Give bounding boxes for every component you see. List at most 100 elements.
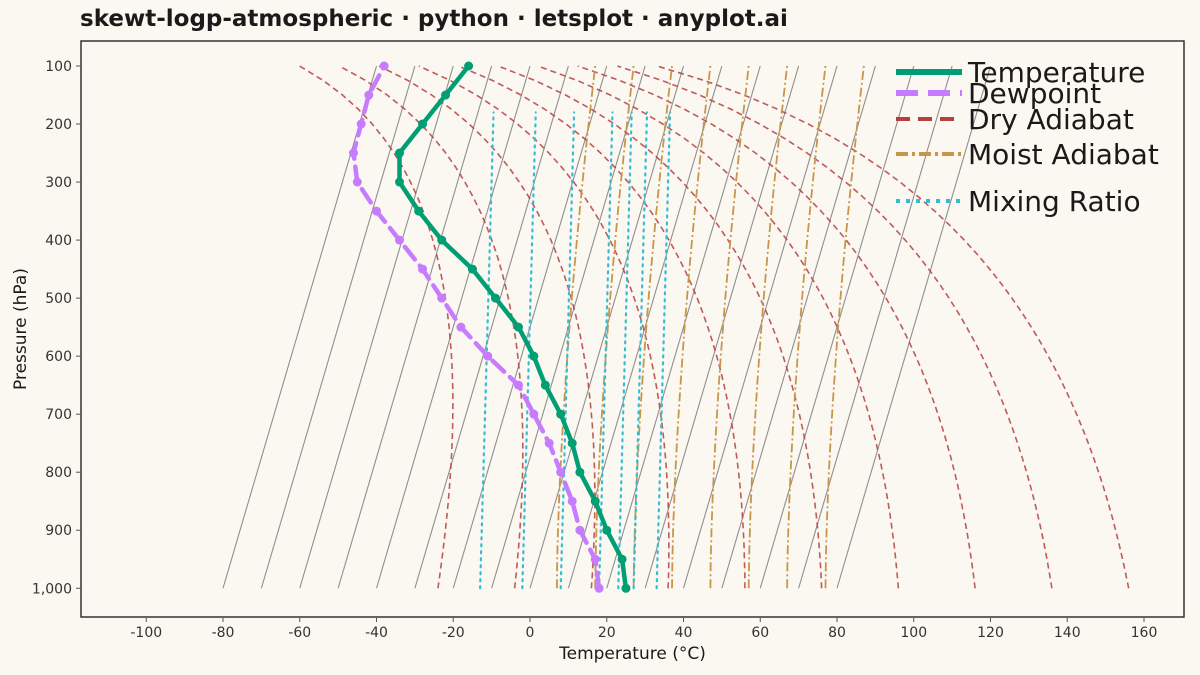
- dewpoint-point: [456, 322, 466, 332]
- mixing-ratio-line: [632, 111, 649, 590]
- isotherm-line: [299, 65, 454, 589]
- temperature-point: [395, 177, 405, 187]
- data-series: [348, 61, 631, 593]
- dewpoint-point: [575, 525, 585, 535]
- legend-dewpoint-label: Dewpoint: [968, 77, 1101, 110]
- temperature-point: [467, 264, 477, 274]
- axes: -100 -80 -60 -40 -20 0 20 40 60 80 100 120 140 160 100…: [11, 40, 1185, 664]
- dewpoint-point: [529, 409, 539, 419]
- moist-adiabat-line: [709, 65, 750, 589]
- x-tick-label: -80: [212, 625, 235, 641]
- x-tick-label: -20: [442, 625, 465, 641]
- temperature-point: [540, 380, 550, 390]
- y-tick-label: 600: [45, 349, 72, 365]
- x-tick-label: 40: [675, 625, 693, 641]
- plot-border: [80, 40, 1185, 618]
- moist-adiabat-line: [786, 65, 827, 589]
- y-tick-label: 1,000: [32, 581, 72, 597]
- mixing-ratio-line: [559, 111, 576, 590]
- legend-dewpoint: Dewpoint: [896, 77, 1101, 110]
- temperature-point: [441, 90, 451, 100]
- moist-adiabat-line: [747, 65, 788, 589]
- dry-adiabat-line: [497, 65, 823, 589]
- x-tick-label: 100: [900, 625, 927, 641]
- dewpoint-point: [483, 351, 493, 361]
- legend-dry-adiabat-label: Dry Adiabat: [968, 103, 1134, 136]
- y-tick-label: 900: [45, 523, 72, 539]
- isotherm-line: [836, 65, 992, 589]
- dewpoint-point: [352, 177, 362, 187]
- temperature-point: [414, 206, 424, 216]
- mixing-ratio-line: [479, 111, 495, 590]
- dry-adiabat-line: [656, 65, 1130, 589]
- dewpoint-point: [513, 380, 523, 390]
- dry-adiabat-line: [418, 65, 670, 589]
- dewpoint-point: [364, 90, 374, 100]
- legend-moist-adiabat: Moist Adiabat: [896, 138, 1159, 171]
- dewpoint-point: [556, 467, 566, 477]
- temperature-point: [490, 293, 500, 303]
- moist-adiabat-line: [556, 65, 597, 589]
- dewpoint-point: [372, 206, 381, 216]
- temperature-point: [464, 61, 474, 71]
- x-tick-label: 120: [977, 625, 1004, 641]
- x-tick-label: 160: [1131, 625, 1158, 641]
- temperature-point: [590, 496, 600, 506]
- reference-lines: [222, 65, 1130, 590]
- isotherm-line: [721, 65, 876, 589]
- x-tick-label: 0: [526, 625, 535, 641]
- y-axis-title: Pressure (hPa): [11, 268, 31, 390]
- legend-moist-adiabat-label: Moist Adiabat: [968, 138, 1159, 171]
- isotherm-line: [375, 65, 531, 589]
- temperature-point: [513, 322, 523, 332]
- isotherm-line: [644, 65, 800, 589]
- dry-adiabat-line: [577, 65, 976, 589]
- temperature-point: [621, 583, 631, 593]
- legend-mixing-ratio: Mixing Ratio: [896, 185, 1141, 218]
- dry-adiabat-line: [338, 65, 524, 589]
- plot-background: [81, 41, 1184, 617]
- plot-panel: [81, 41, 1184, 617]
- legend-temperature-label: Temperature: [967, 56, 1145, 89]
- mixing-ratio-line: [655, 111, 672, 590]
- isotherm-line: [260, 65, 416, 589]
- y-tick-label: 300: [45, 175, 72, 191]
- isotherm-line: [337, 65, 493, 589]
- y-tick-label: 700: [45, 407, 72, 423]
- dewpoint-point: [356, 119, 366, 129]
- dewpoint-point: [567, 496, 577, 506]
- isotherm-line: [606, 65, 761, 589]
- x-tick-label: 140: [1054, 625, 1081, 641]
- x-tick-label: 20: [598, 625, 616, 641]
- y-tick-label: 200: [45, 117, 72, 133]
- dry-adiabat-line: [537, 65, 900, 589]
- dewpoint-point: [379, 61, 389, 71]
- dewpoint-point: [437, 293, 447, 303]
- y-tick-label: 500: [45, 291, 72, 307]
- dewpoint-point: [590, 554, 600, 564]
- temperature-point: [529, 351, 539, 361]
- dry-adiabat-line: [378, 65, 596, 589]
- x-tick-label: -100: [130, 625, 162, 641]
- temperature-point: [437, 235, 447, 245]
- isotherm-line: [759, 65, 915, 589]
- legend-temperature: Temperature: [896, 56, 1145, 89]
- dry-adiabat-line: [299, 65, 454, 589]
- moist-adiabat-line: [671, 65, 712, 589]
- dewpoint-point: [348, 148, 358, 158]
- x-tick-label: -60: [288, 625, 311, 641]
- x-tick-label: 60: [751, 625, 769, 641]
- y-tick-label: 400: [45, 233, 72, 249]
- y-tick-label: 800: [45, 465, 72, 481]
- temperature-point: [418, 119, 428, 129]
- dewpoint-point: [594, 583, 604, 593]
- isotherm-line: [682, 65, 838, 589]
- temperature-point: [556, 409, 566, 419]
- temperature-point: [395, 148, 405, 158]
- dry-adiabat-line: [458, 65, 746, 589]
- x-tick-label: 80: [828, 625, 846, 641]
- temperature-point: [575, 467, 585, 477]
